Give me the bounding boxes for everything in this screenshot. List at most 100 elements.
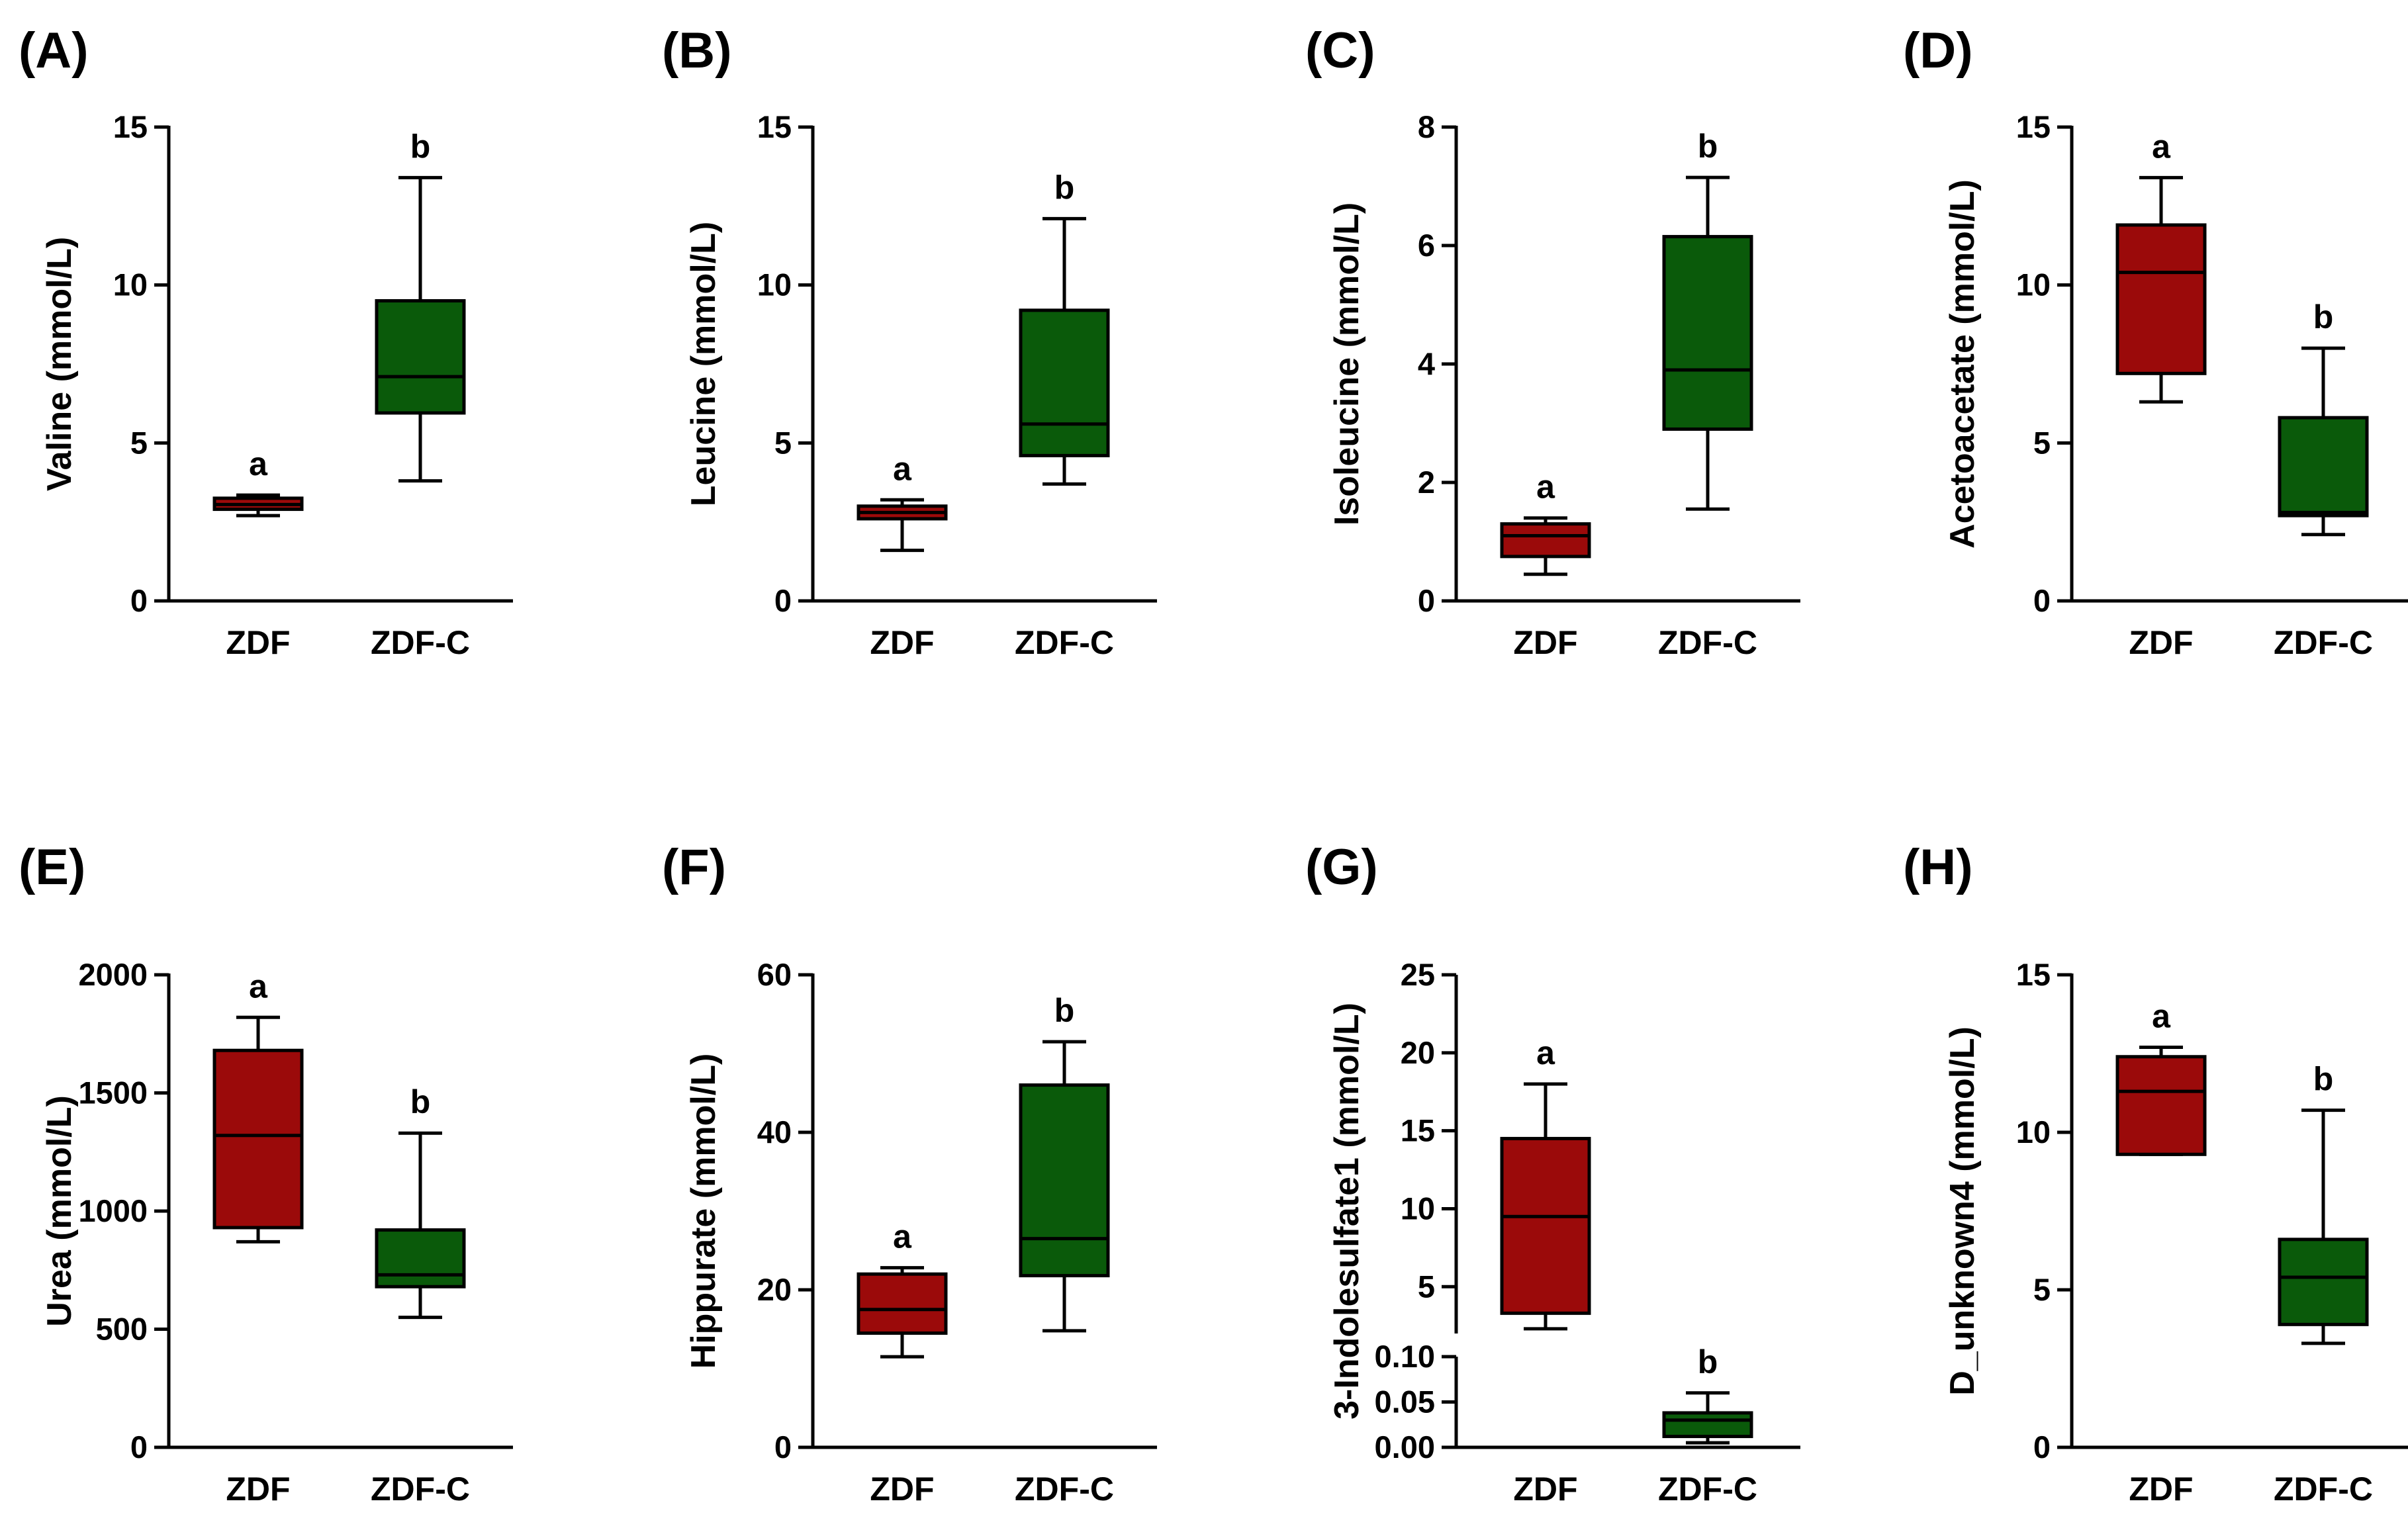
y-tick-label: 10 <box>113 267 148 302</box>
x-category-label: ZDF <box>1513 624 1577 661</box>
significance-letter: b <box>410 128 431 165</box>
y-tick-label: 10 <box>2016 267 2051 302</box>
panel-letter: (B) <box>662 23 732 79</box>
panel-h: (H) D_unknown4 (mmol/L) 0 5 10 15 a ZDF b ZDF-C <box>1903 839 2408 1508</box>
y-tick-label: 5 <box>1418 1269 1435 1304</box>
y-tick-label: 4 <box>1418 346 1435 381</box>
panel-f: (F) Hippurate (mmol/L) 0 20 40 60 a ZDF b ZDF-C <box>662 839 1157 1508</box>
box-zdf: a ZDF <box>212 445 304 661</box>
panel-letter: (D) <box>1903 23 1973 79</box>
box-iqr <box>2115 1055 2207 1156</box>
significance-letter: b <box>1698 1343 1718 1380</box>
y-tick-label: 0 <box>130 1429 148 1465</box>
y-tick-label: 1500 <box>78 1075 148 1110</box>
y-tick-label: 0.05 <box>1375 1384 1435 1420</box>
significance-letter: b <box>410 1083 431 1120</box>
x-category-label: ZDF-C <box>371 624 470 661</box>
y-tick-label: 15 <box>1401 1113 1435 1148</box>
significance-letter: b <box>1054 169 1075 206</box>
panel-d: (D) Acetoacetate (mmol/L) 0 5 10 15 a ZDF b ZDF-C <box>1903 23 2408 661</box>
box-iqr <box>212 1048 304 1230</box>
significance-letter: b <box>1054 992 1075 1029</box>
y-tick-label: 10 <box>757 267 792 302</box>
y-axis-label: Urea (mmol/L) <box>40 1095 79 1327</box>
box-zdf-c: b ZDF-C <box>371 1083 470 1508</box>
x-category-label: ZDF-C <box>1015 624 1114 661</box>
x-category-label: ZDF <box>870 1470 934 1508</box>
y-tick-label: 8 <box>1418 109 1435 144</box>
box-zdf: a ZDF <box>1500 1034 1591 1508</box>
box-zdf-c: b ZDF-C <box>2274 298 2373 661</box>
x-category-label: ZDF <box>226 624 290 661</box>
significance-letter: b <box>2313 298 2334 336</box>
y-tick-label: 15 <box>2016 109 2051 144</box>
box-zdf: a ZDF <box>2115 997 2207 1508</box>
y-tick-label: 15 <box>757 109 792 144</box>
x-category-label: ZDF <box>870 624 934 661</box>
panel-letter: (G) <box>1305 839 1378 895</box>
box-iqr <box>2278 416 2369 518</box>
box-iqr <box>1662 235 1753 431</box>
y-tick-label: 1000 <box>78 1193 148 1228</box>
y-tick-label: 5 <box>2033 425 2051 460</box>
y-tick-label: 6 <box>1418 228 1435 263</box>
box-zdf: a ZDF <box>857 450 948 661</box>
significance-letter: b <box>1698 128 1718 165</box>
significance-letter: a <box>249 968 268 1005</box>
box-iqr <box>1500 1136 1591 1315</box>
box-iqr <box>2115 223 2207 375</box>
y-tick-label: 2000 <box>78 957 148 992</box>
x-category-label: ZDF-C <box>371 1470 470 1508</box>
y-tick-label: 25 <box>1401 957 1435 992</box>
y-tick-label: 2 <box>1418 465 1435 500</box>
panel-letter: (A) <box>19 23 89 79</box>
box-iqr <box>1500 522 1591 559</box>
box-zdf: a ZDF <box>1500 469 1591 661</box>
y-tick-label: 0.10 <box>1375 1339 1435 1374</box>
y-tick-label: 10 <box>1401 1191 1435 1226</box>
box-zdf-c: b ZDF-C <box>1658 1343 1757 1508</box>
panel-letter: (H) <box>1903 839 1973 895</box>
box-zdf-c: b ZDF-C <box>371 128 470 661</box>
y-axis-label: D_unknown4 (mmol/L) <box>1943 1026 1982 1396</box>
y-tick-label: 0 <box>774 1429 792 1465</box>
panel-c: (C) Isoleucine (mmol/L) 0 2 4 6 8 a ZDF b ZDF-C <box>1305 23 1800 661</box>
box-zdf-c: b ZDF-C <box>1658 128 1757 661</box>
box-zdf-c: b ZDF-C <box>1015 992 1114 1508</box>
box-zdf: a ZDF <box>212 968 304 1508</box>
y-axis-label: Valine (mmol/L) <box>40 237 79 491</box>
box-zdf: a ZDF <box>2115 128 2207 661</box>
box-zdf: a ZDF <box>857 1218 948 1508</box>
y-tick-label: 5 <box>130 425 148 460</box>
significance-letter: b <box>2313 1061 2334 1098</box>
y-tick-label: 40 <box>757 1114 792 1150</box>
x-category-label: ZDF-C <box>1658 1470 1757 1508</box>
box-iqr <box>857 1272 948 1335</box>
y-tick-label: 0 <box>130 583 148 618</box>
y-tick-label: 15 <box>2016 957 2051 992</box>
y-tick-label: 20 <box>1401 1035 1435 1070</box>
x-category-label: ZDF <box>1513 1470 1577 1508</box>
y-tick-label: 500 <box>96 1312 148 1347</box>
x-category-label: ZDF <box>2129 624 2193 661</box>
box-zdf-c: b ZDF-C <box>2274 1061 2373 1508</box>
panel-letter: (C) <box>1305 23 1375 79</box>
y-tick-label: 5 <box>774 425 792 460</box>
y-tick-label: 0 <box>2033 583 2051 618</box>
y-axis-label: Hippurate (mmol/L) <box>684 1054 723 1369</box>
significance-letter: a <box>1536 1034 1555 1071</box>
x-category-label: ZDF-C <box>1658 624 1757 661</box>
box-iqr <box>1662 1411 1753 1439</box>
y-axis-label: Isoleucine (mmol/L) <box>1328 203 1366 525</box>
y-axis-label: Leucine (mmol/L) <box>684 222 723 506</box>
box-iqr <box>1019 1083 1110 1278</box>
x-category-label: ZDF-C <box>2274 1470 2373 1508</box>
y-tick-label: 0.00 <box>1375 1429 1435 1465</box>
y-tick-label: 60 <box>757 957 792 992</box>
significance-letter: a <box>2152 997 2171 1034</box>
y-tick-label: 15 <box>113 109 148 144</box>
x-category-label: ZDF-C <box>2274 624 2373 661</box>
significance-letter: a <box>1536 469 1555 506</box>
x-category-label: ZDF <box>226 1470 290 1508</box>
box-iqr <box>2278 1238 2369 1326</box>
